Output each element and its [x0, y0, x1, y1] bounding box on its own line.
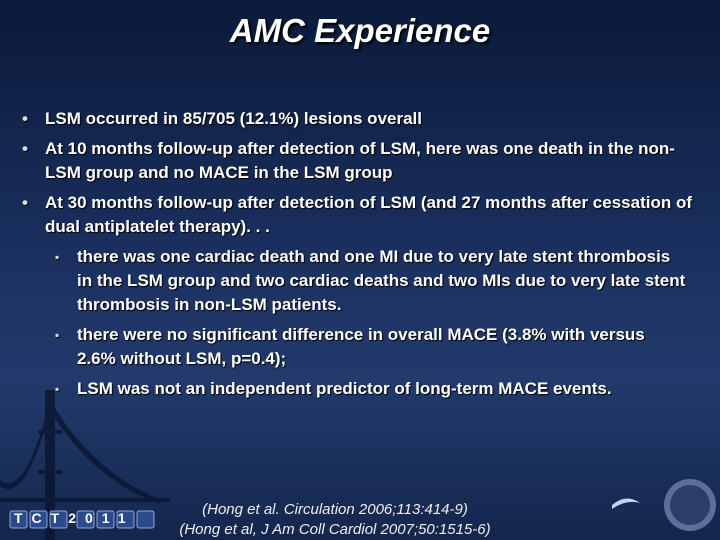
sub-bullet: ▪ there were no significant difference in…	[55, 323, 687, 371]
citation: (Hong et al, J Am Coll Cardiol 2007;50:1…	[179, 521, 491, 538]
bullet-text: LSM occurred in 85/705 (12.1%) lesions o…	[45, 109, 422, 128]
bullet-text: At 10 months follow-up after detection o…	[45, 139, 675, 182]
slide-title: AMC Experience	[229, 12, 491, 49]
tct-logo: TCT2011	[14, 510, 135, 526]
bullet-marker: ▪	[55, 328, 60, 342]
sub-bullet-text: there was one cardiac death and one MI d…	[77, 247, 686, 314]
sub-bullet: ▪ there was one cardiac death and one MI …	[55, 245, 687, 317]
bullet-marker: •	[22, 139, 28, 158]
bullet-marker: ▪	[55, 250, 60, 264]
bullet-list: • LSM occurred in 85/705 (12.1%) lesions …	[0, 107, 720, 407]
sub-bullet-text: there were no significant difference in …	[77, 325, 645, 368]
sub-bullet: ▪ LSM was not an independent predictor of…	[55, 377, 687, 401]
bullet-marker: ▪	[55, 382, 60, 396]
citations: (Hong et al. Circulation 2006;113:414-9)…	[120, 500, 550, 540]
bullet-marker: •	[22, 109, 28, 128]
bullet: • At 30 months follow-up after detection …	[22, 191, 695, 401]
bullet-marker: •	[22, 193, 28, 212]
bullet: • LSM occurred in 85/705 (12.1%) lesions …	[22, 107, 695, 131]
bullet: • At 10 months follow-up after detection …	[22, 137, 695, 185]
bullet-text: At 30 months follow-up after detection o…	[45, 193, 692, 236]
sub-bullet-text: LSM was not an independent predictor of …	[77, 379, 612, 398]
citation: (Hong et al. Circulation 2006;113:414-9)	[202, 501, 468, 518]
